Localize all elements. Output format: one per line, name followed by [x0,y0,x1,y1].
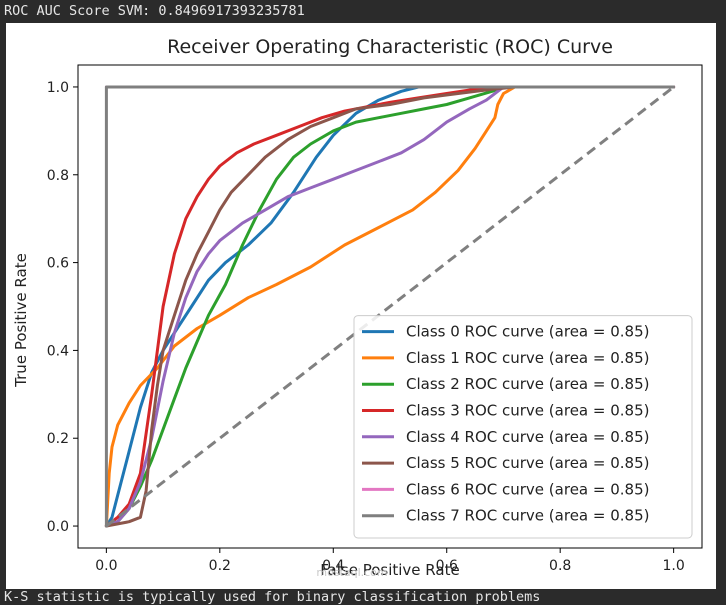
legend: Class 0 ROC curve (area = 0.85) Class 1 R… [353,315,693,539]
x-tick-label: 0.4 [322,558,344,574]
y-tick-label: 0.0 [47,519,69,535]
y-axis-label: True Positive Rate [12,253,30,388]
y-tick-label: 0.8 [47,168,69,184]
x-tick-label: 0.6 [436,558,458,574]
x-tick-label: 1.0 [663,558,685,574]
x-tick-label: 0.0 [95,558,117,574]
roc-curve-class-5 [104,85,676,528]
legend-entry-class-1: Class 1 ROC curve (area = 0.85) [406,349,649,367]
legend-entry-class-2: Class 2 ROC curve (area = 0.85) [406,375,649,393]
x-tick-label: 0.8 [549,558,571,574]
roc-curve-class-4 [104,85,676,528]
roc-curve-class-7 [104,85,676,528]
roc-figure: Receiver Operating Characteristic (ROC) … [6,23,716,589]
roc-curve-class-1 [104,85,676,528]
y-tick-label: 0.2 [47,431,69,447]
legend-entry-class-4: Class 4 ROC curve (area = 0.85) [406,428,649,446]
x-axis-label: False Positive Rate [320,561,459,579]
legend-box [353,315,693,539]
legend-entry-class-7: Class 7 ROC curve (area = 0.85) [406,507,649,525]
legend-entry-class-3: Class 3 ROC curve (area = 0.85) [406,402,649,420]
roc-chart: Receiver Operating Characteristic (ROC) … [12,36,703,579]
console-output-line: ROC AUC Score SVM: 0.8496917393235781 [4,3,305,19]
watermark: mostaql.com [316,566,387,579]
chart-title: Receiver Operating Characteristic (ROC) … [167,36,613,58]
y-tick-label: 0.4 [47,343,69,359]
y-tick-label: 1.0 [47,80,69,96]
legend-entry-class-0: Class 0 ROC curve (area = 0.85) [406,323,649,341]
roc-curve-class-0 [104,85,676,528]
legend-entry-class-6: Class 6 ROC curve (area = 0.85) [406,480,649,498]
axes-frame [77,64,703,549]
console-output-line-2: K-S statistic is typically used for bina… [4,589,541,605]
legend-entry-class-5: Class 5 ROC curve (area = 0.85) [406,454,649,472]
plot-area: 0.0 0.2 0.4 0.6 0.8 1.0 0.0 0.2 0.4 0.6 0.8 1.0 Clas… [47,64,703,574]
roc-curve-class-2 [104,85,676,528]
y-tick-label: 0.6 [47,256,69,272]
x-tick-label: 0.2 [209,558,231,574]
diagonal-reference-line [105,85,675,528]
